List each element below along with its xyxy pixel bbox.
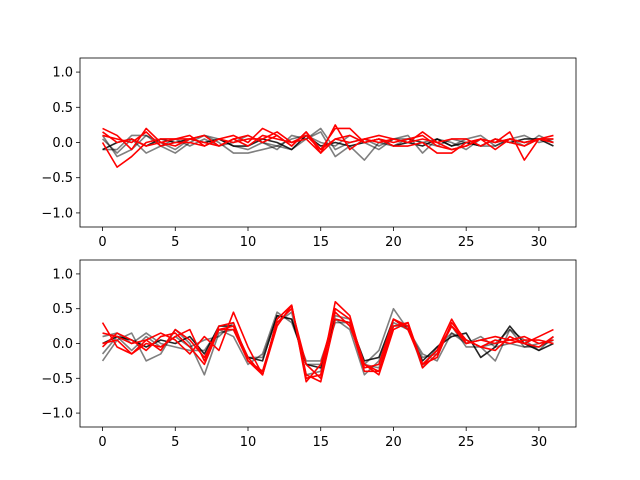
series-line-7 xyxy=(102,304,554,383)
top-subplot: 0 5 10 15 20 25 30 1.0 0.5 0.0 −0.5 −1.0 xyxy=(41,57,577,250)
y-tick-label: 0.5 xyxy=(52,302,73,317)
x-tick-label: 10 xyxy=(240,235,257,250)
series-line-6 xyxy=(102,124,554,161)
series-group xyxy=(101,124,554,168)
x-tick-label: 15 xyxy=(312,235,329,250)
x-tick-label: 25 xyxy=(458,235,475,250)
series-line-7 xyxy=(102,131,554,154)
x-tick-label: 15 xyxy=(312,435,329,450)
y-tick-label: 0.5 xyxy=(52,101,73,116)
x-tick-label: 0 xyxy=(98,235,106,250)
series-group xyxy=(101,300,555,383)
y-tick-label: −1.0 xyxy=(41,206,73,221)
y-tick-label: −0.5 xyxy=(41,171,73,186)
y-tick-label: 1.0 xyxy=(52,267,73,282)
bottom-subplot: 0 5 10 15 20 25 30 1.0 0.5 0.0 −0.5 −1.0 xyxy=(41,259,577,450)
x-tick-label: 30 xyxy=(531,235,548,250)
y-tick-label: 0.0 xyxy=(52,136,73,151)
x-tick-label: 30 xyxy=(531,435,548,450)
y-tick-label: −1.0 xyxy=(41,407,73,422)
x-tick-label: 20 xyxy=(385,435,402,450)
y-tick-label: 0.0 xyxy=(52,337,73,352)
series-line-6 xyxy=(102,307,554,380)
x-tick-label: 25 xyxy=(458,435,475,450)
x-tick-label: 20 xyxy=(385,235,402,250)
x-tick-label: 0 xyxy=(98,435,106,450)
x-tick-label: 5 xyxy=(171,435,179,450)
y-tick-label: 1.0 xyxy=(52,66,73,81)
y-tick-label: −0.5 xyxy=(41,372,73,387)
x-tick-label: 5 xyxy=(171,235,179,250)
x-tick-label: 10 xyxy=(240,435,257,450)
